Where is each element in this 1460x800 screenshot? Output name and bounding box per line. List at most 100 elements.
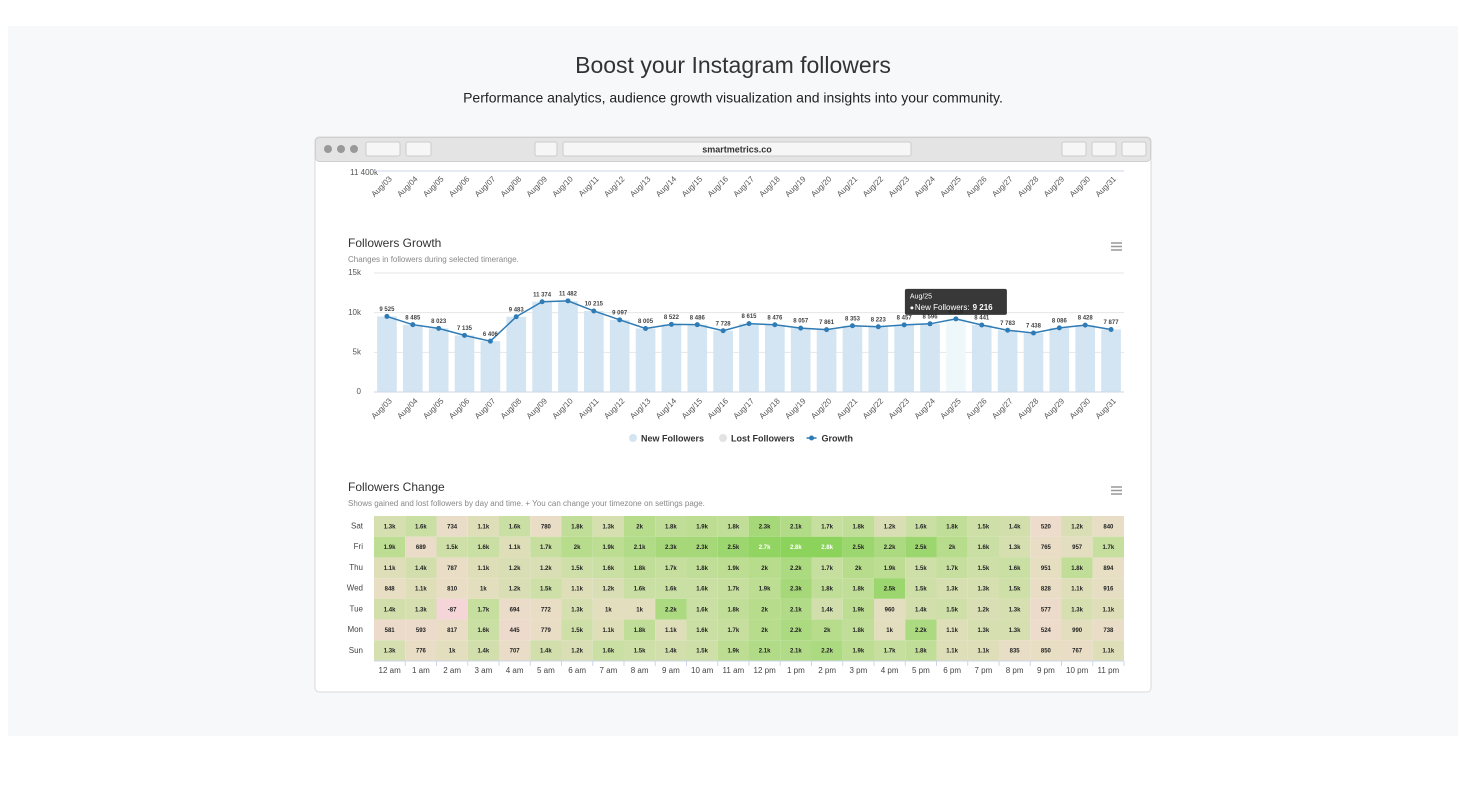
heat-cell [467, 619, 499, 641]
menu-icon[interactable] [1111, 242, 1122, 495]
heat-cell [624, 598, 656, 620]
point [927, 321, 933, 327]
bar [609, 319, 630, 392]
window-dot[interactable] [324, 145, 332, 153]
bar [971, 325, 992, 392]
heat-cell [905, 578, 937, 599]
point [436, 325, 442, 331]
bar [868, 326, 889, 392]
cell-label: 1.3k [946, 587, 958, 593]
x-tick-label: 3 am [474, 666, 492, 675]
nav-buttons[interactable] [365, 141, 401, 157]
legend-item[interactable]: Growth [806, 433, 854, 443]
row-label: Wed [347, 584, 363, 593]
heat-cell [624, 578, 656, 599]
data-label: 8 615 [741, 314, 757, 320]
cell-label: 2k [574, 545, 581, 551]
cell-label: 1k [480, 587, 487, 593]
cell-label: 1.6k [603, 566, 615, 572]
heat-cell [686, 619, 718, 641]
point [539, 299, 545, 305]
heat-cell [1030, 598, 1062, 620]
cell-label: 767 [1072, 649, 1083, 655]
point [487, 338, 493, 344]
data-label: 8 486 [690, 315, 706, 321]
window-dot[interactable] [337, 145, 345, 153]
heat-cell [405, 578, 437, 599]
heat-cell [905, 619, 937, 641]
data-label: 8 428 [1078, 316, 1094, 322]
sidebar-button[interactable] [405, 141, 432, 157]
heat-cell [467, 578, 499, 599]
heat-cell [405, 640, 437, 661]
heat-cell [1092, 516, 1124, 537]
cell-label: 2.5k [884, 587, 896, 593]
point [901, 322, 907, 328]
tooltip [904, 288, 1007, 315]
heat-cell [530, 516, 562, 537]
y-tick-label: 10k [348, 308, 362, 317]
cell-label: 2.1k [790, 607, 802, 613]
hero-subtitle: Performance analytics, audience growth v… [463, 90, 1003, 106]
data-label: 8 005 [638, 319, 654, 325]
cell-label: 1.4k [915, 607, 927, 613]
share-button[interactable] [1091, 141, 1117, 157]
heat-cell [780, 516, 812, 537]
bar [894, 324, 914, 392]
cell-label: 1.9k [384, 545, 396, 551]
cell-label: 916 [1103, 587, 1114, 593]
cell-label: 2.3k [665, 545, 677, 551]
cell-label: 1.1k [384, 566, 396, 572]
legend-item[interactable]: Lost Followers [719, 433, 795, 443]
heat-cell [655, 516, 687, 537]
heat-cell [561, 536, 593, 558]
cell-label: 524 [1041, 628, 1052, 634]
cell-label: 1.5k [915, 566, 927, 572]
heat-cell [967, 557, 999, 579]
cell-label: 2.5k [853, 545, 865, 551]
address-bar[interactable] [562, 141, 912, 157]
heat-cell [374, 557, 406, 579]
heat-cell [999, 640, 1031, 661]
data-label: 7 861 [819, 320, 835, 326]
heat-cell [655, 598, 687, 620]
cell-label: 1.8k [634, 566, 646, 572]
heat-cell [624, 557, 656, 579]
cell-label: 1.9k [728, 649, 740, 655]
heat-cell [967, 598, 999, 620]
legend-item[interactable]: New Followers [629, 433, 704, 443]
heat-cell [499, 578, 531, 599]
heat-cell [592, 557, 624, 579]
heat-cell [811, 516, 843, 537]
heat-cell [1092, 557, 1124, 579]
cell-label: 2k [855, 566, 862, 572]
x-tick-label: 9 pm [1037, 666, 1055, 675]
cell-label: 1.6k [696, 628, 708, 634]
heat-cell [780, 640, 812, 661]
cell-label: 894 [1103, 566, 1114, 572]
heat-cell [561, 598, 593, 620]
chart-title: Followers Change [348, 480, 445, 494]
bar [1101, 329, 1121, 392]
cell-label: 1.2k [509, 587, 521, 593]
heat-cell [811, 619, 843, 641]
heat-cell [467, 516, 499, 537]
heat-cell [374, 598, 406, 620]
heat-cell [749, 578, 781, 599]
heat-cell [717, 619, 749, 641]
download-button[interactable] [1061, 141, 1087, 157]
point [565, 298, 571, 304]
tabs-button[interactable] [1121, 141, 1147, 157]
heat-cell [686, 578, 718, 599]
heat-cell [499, 557, 531, 579]
privacy-button[interactable] [534, 141, 558, 157]
point [513, 314, 519, 320]
cell-label: 1.7k [540, 545, 552, 551]
heat-cell [905, 536, 937, 558]
bar [816, 329, 837, 392]
x-tick-label: 10 pm [1066, 666, 1089, 675]
tooltip-value: 9 216 [973, 303, 994, 312]
window-dot[interactable] [350, 145, 358, 153]
cell-label: 2k [761, 566, 768, 572]
